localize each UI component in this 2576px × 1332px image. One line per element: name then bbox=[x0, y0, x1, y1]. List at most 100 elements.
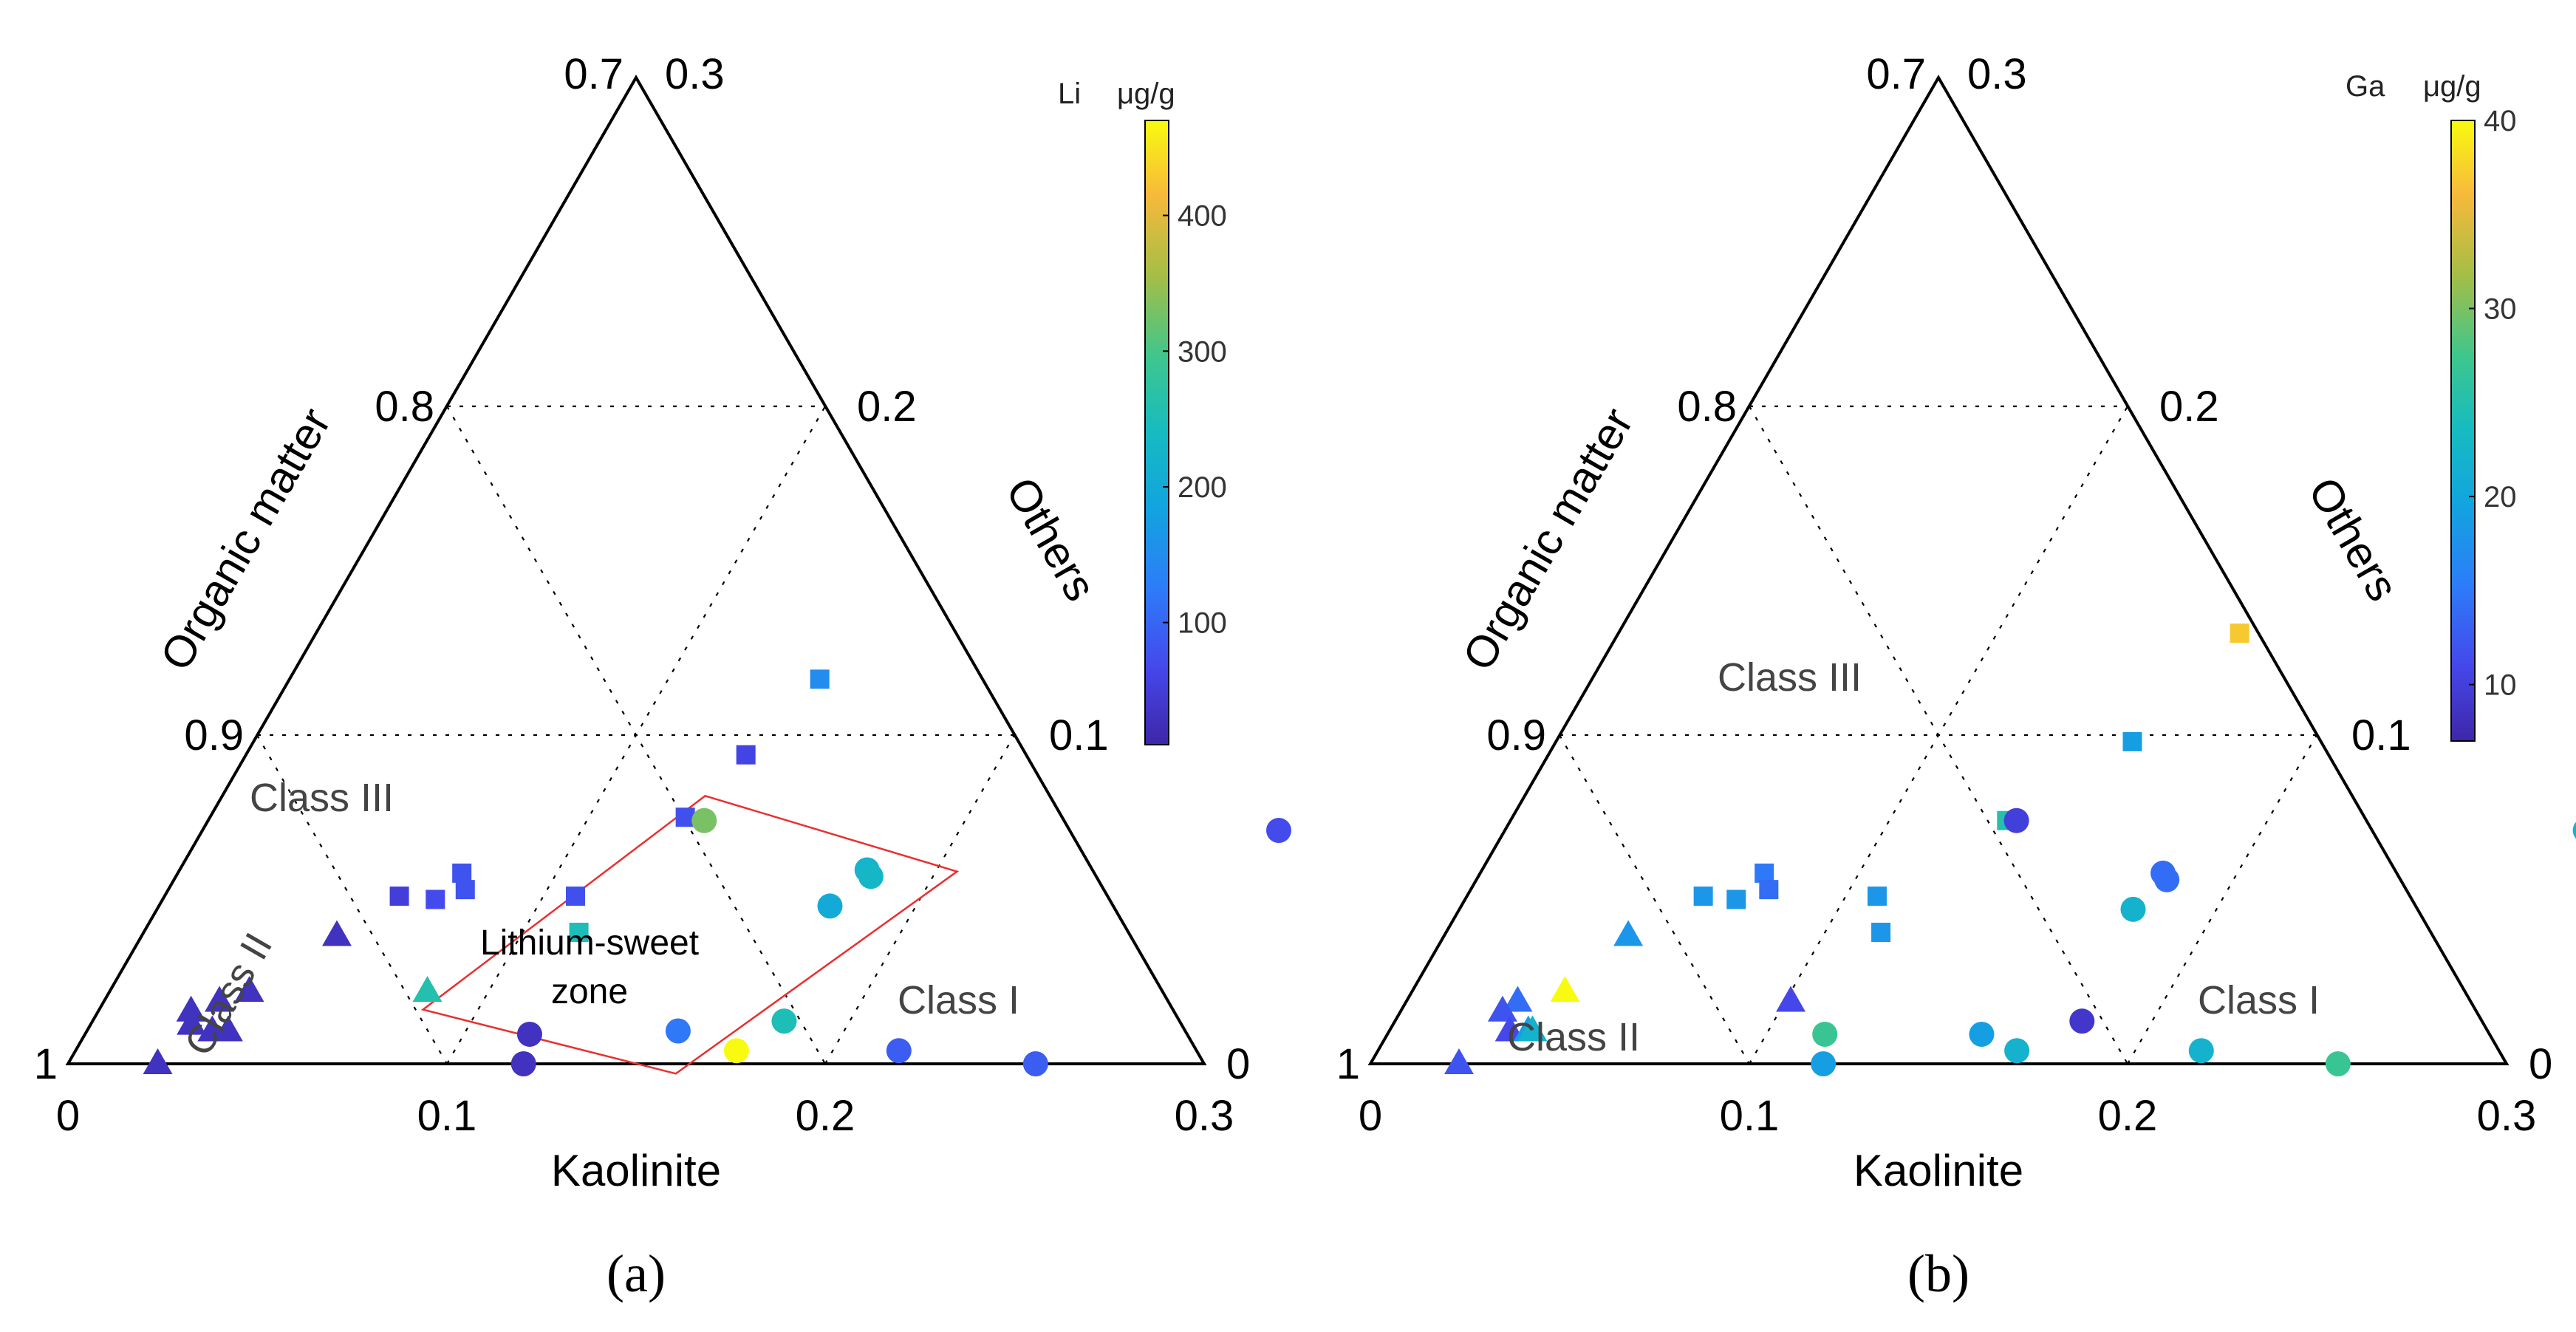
triangle-marker-5 bbox=[177, 1008, 207, 1035]
circle-marker-3 bbox=[2154, 867, 2180, 892]
kaolinite-tick-0: 0 bbox=[56, 1092, 80, 1140]
panel-label-a: (a) bbox=[607, 1244, 666, 1303]
others-tick-0.2: 0.2 bbox=[2159, 383, 2219, 431]
square-marker-1 bbox=[810, 669, 830, 689]
circle-marker-9 bbox=[1812, 1021, 1838, 1047]
others-tick-0.1: 0.1 bbox=[1049, 711, 1109, 759]
markers-panel-a bbox=[143, 669, 1291, 1076]
colorbar-tick-label-30: 30 bbox=[2484, 293, 2517, 326]
organic-matter-axis-label: Organic matter bbox=[1453, 400, 1642, 678]
others-tick-0: 0 bbox=[2529, 1040, 2552, 1088]
others-tick-0: 0 bbox=[1226, 1040, 1250, 1088]
circle-marker-1 bbox=[691, 807, 717, 833]
triangle-marker-5 bbox=[1494, 1015, 1525, 1042]
square-marker-2 bbox=[736, 745, 756, 765]
colorbar-ticks-b: 10 20 30 40 bbox=[2469, 105, 2517, 702]
square-marker-6 bbox=[1726, 889, 1746, 909]
colorbar-tick-label-100: 100 bbox=[1178, 607, 1227, 640]
triangle-marker-4 bbox=[1487, 995, 1517, 1022]
circle-marker-4 bbox=[817, 893, 843, 919]
colorbar-tick-label-200: 200 bbox=[1178, 471, 1227, 504]
circle-marker-6 bbox=[2069, 1008, 2095, 1034]
others-tick-0.3: 0.3 bbox=[665, 50, 725, 98]
colorbar-li bbox=[1144, 120, 1169, 745]
zone-label-line-1: Lithium-sweet bbox=[480, 923, 699, 963]
others-axis-label: Others bbox=[997, 469, 1106, 609]
class-ii-label: Class II bbox=[1507, 1015, 1640, 1059]
triangle-marker-4 bbox=[176, 995, 206, 1022]
ternary-panel-b: 0 0.1 0.2 0.3 1 0.9 0.8 0.7 0 0.1 0.2 0.… bbox=[1336, 50, 2576, 1303]
kaolinite-tick-0.3: 0.3 bbox=[2477, 1092, 2537, 1140]
class-i-label: Class I bbox=[2198, 978, 2320, 1022]
circle-marker-6 bbox=[771, 1008, 797, 1034]
markers-panel-b bbox=[1444, 624, 2576, 1076]
om-tick-0.9: 0.9 bbox=[184, 711, 244, 759]
kaolinite-tick-0.1: 0.1 bbox=[417, 1092, 477, 1140]
square-marker-4 bbox=[1755, 863, 1774, 883]
colorbar-unit-label: μg/g bbox=[1117, 78, 1175, 110]
panel-label-b: (b) bbox=[1907, 1244, 1969, 1303]
square-marker-1 bbox=[2230, 624, 2249, 643]
circle-marker-3 bbox=[858, 864, 884, 889]
kaolinite-tick-0: 0 bbox=[1359, 1092, 1382, 1140]
circle-marker-5 bbox=[2572, 822, 2576, 839]
triangle-marker-1 bbox=[1613, 920, 1644, 946]
om-tick-1: 1 bbox=[34, 1040, 58, 1088]
triangle-marker-2 bbox=[234, 976, 264, 1003]
grid-line-others-0.1 bbox=[256, 734, 448, 1065]
om-tick-0.7: 0.7 bbox=[1866, 50, 1926, 98]
zone-label-line-2: zone bbox=[551, 972, 628, 1011]
triangle-marker-9 bbox=[412, 976, 443, 1003]
square-marker-6 bbox=[426, 889, 445, 909]
triangle-marker-2 bbox=[1550, 976, 1580, 1003]
triangle-marker-7 bbox=[213, 1015, 243, 1042]
class-i-label: Class I bbox=[898, 978, 1019, 1022]
triangle-marker-8 bbox=[1444, 1048, 1474, 1074]
ternary-panel-a: 0 0.1 0.2 0.3 1 0.9 0.8 0.7 0 0.1 0.2 0.… bbox=[34, 50, 1291, 1303]
kaolinite-tick-0.2: 0.2 bbox=[796, 1092, 855, 1140]
square-marker-5 bbox=[389, 887, 409, 906]
others-tick-0.3: 0.3 bbox=[1967, 50, 2027, 98]
class-iii-label: Class III bbox=[1718, 655, 1862, 700]
circle-marker-11 bbox=[2188, 1038, 2214, 1064]
kaolinite-tick-0.2: 0.2 bbox=[2098, 1092, 2158, 1140]
circle-marker-10 bbox=[1811, 1051, 1837, 1076]
grid-line-others-0.1 bbox=[1559, 734, 1750, 1065]
triangle-marker-3 bbox=[1503, 986, 1533, 1012]
triangle-marker-7 bbox=[1517, 1015, 1548, 1042]
square-marker-2 bbox=[2122, 731, 2142, 751]
circle-marker-8 bbox=[2004, 1038, 2030, 1064]
om-tick-0.7: 0.7 bbox=[564, 50, 623, 98]
triangle-marker-3 bbox=[205, 986, 235, 1012]
colorbar-tick-label-40: 40 bbox=[2484, 105, 2517, 137]
square-marker-8 bbox=[565, 887, 585, 906]
circle-marker-9 bbox=[516, 1021, 542, 1047]
circle-marker-10 bbox=[510, 1051, 536, 1076]
lithium-sweet-zone-outline bbox=[420, 794, 960, 1075]
square-marker-9 bbox=[569, 923, 589, 942]
colorbar-unit-label: μg/g bbox=[2423, 70, 2481, 103]
colorbar-element-label: Ga bbox=[2346, 70, 2385, 103]
others-tick-0.1: 0.1 bbox=[2351, 711, 2411, 759]
circle-marker-5 bbox=[1265, 818, 1291, 844]
others-tick-0.2: 0.2 bbox=[857, 383, 917, 431]
circle-marker-7 bbox=[1969, 1021, 1995, 1047]
triangle-marker-9 bbox=[1776, 986, 1806, 1012]
om-tick-0.9: 0.9 bbox=[1486, 711, 1546, 759]
triangle-marker-8 bbox=[143, 1048, 173, 1074]
kaolinite-tick-0.1: 0.1 bbox=[1720, 1092, 1780, 1140]
colorbar-tick-label-400: 400 bbox=[1178, 200, 1227, 233]
colorbar-ga bbox=[2450, 120, 2476, 742]
organic-matter-axis-label: Organic matter bbox=[151, 400, 340, 678]
om-tick-0.8: 0.8 bbox=[1677, 383, 1737, 431]
grid-line-kaolinite-0.2 bbox=[2127, 734, 2317, 1065]
circle-marker-4 bbox=[2120, 896, 2146, 922]
circle-marker-12 bbox=[1022, 1051, 1048, 1076]
others-axis-label: Others bbox=[2299, 469, 2408, 609]
colorbar-tick-label-300: 300 bbox=[1178, 335, 1227, 368]
square-marker-7 bbox=[1759, 880, 1779, 900]
square-marker-7 bbox=[455, 880, 475, 900]
circle-marker-11 bbox=[886, 1038, 912, 1064]
om-tick-1: 1 bbox=[1336, 1040, 1360, 1088]
